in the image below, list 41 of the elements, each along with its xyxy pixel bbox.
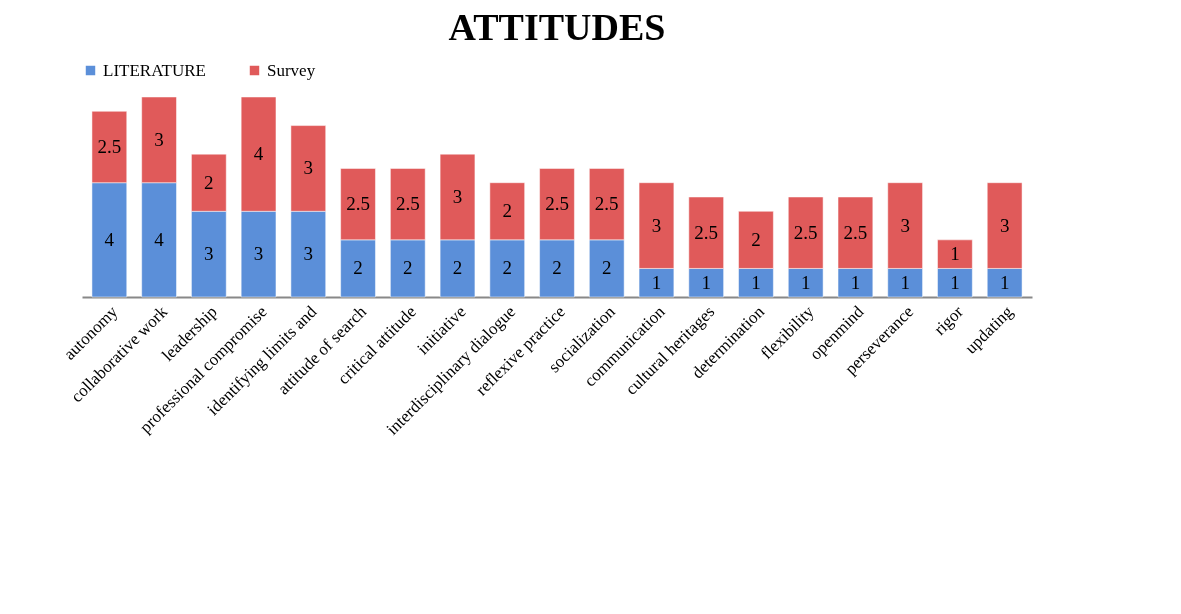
data-label: 3 xyxy=(999,214,1010,236)
data-label: 1 xyxy=(999,271,1010,293)
data-label: 2 xyxy=(452,257,463,279)
data-label: 3 xyxy=(303,157,314,179)
data-label: 1 xyxy=(850,271,861,293)
data-label: 2.5 xyxy=(395,193,420,215)
legend-label: LITERATURE xyxy=(103,60,206,80)
data-label: 3 xyxy=(303,243,314,265)
data-label: 1 xyxy=(751,271,761,293)
data-label: 4 xyxy=(154,228,165,250)
data-label: 2.5 xyxy=(97,136,122,157)
data-label: 2 xyxy=(552,257,562,279)
data-label: 1 xyxy=(900,271,910,293)
data-label: 1 xyxy=(950,271,960,293)
data-label: 2 xyxy=(502,257,513,279)
data-label: 2.5 xyxy=(594,193,619,215)
data-label: 4 xyxy=(253,143,264,165)
data-label: 1 xyxy=(800,271,811,293)
data-label: 3 xyxy=(651,214,662,236)
data-label: 2 xyxy=(204,171,214,193)
data-label: 2.5 xyxy=(694,221,719,243)
data-label: 2.5 xyxy=(843,221,868,243)
data-label: 2.5 xyxy=(545,193,569,215)
data-label: 3 xyxy=(253,243,264,265)
data-label: 1 xyxy=(950,243,960,265)
data-label: 4 xyxy=(104,228,115,250)
data-label: 2 xyxy=(601,257,612,279)
chart-title: ATTITUDES xyxy=(448,6,666,48)
data-label: 2 xyxy=(502,200,513,222)
data-label: 3 xyxy=(452,186,463,207)
legend-label: Survey xyxy=(267,60,316,80)
data-label: 2 xyxy=(353,257,363,279)
data-label: 2 xyxy=(403,257,413,279)
data-label: 1 xyxy=(651,271,662,293)
data-label: 2.5 xyxy=(793,221,818,243)
data-label: 2.5 xyxy=(346,193,370,215)
data-label: 3 xyxy=(204,243,214,265)
data-label: 3 xyxy=(900,214,910,236)
data-label: 1 xyxy=(701,271,711,293)
data-label: 2 xyxy=(751,228,761,250)
data-label: 3 xyxy=(154,128,164,150)
